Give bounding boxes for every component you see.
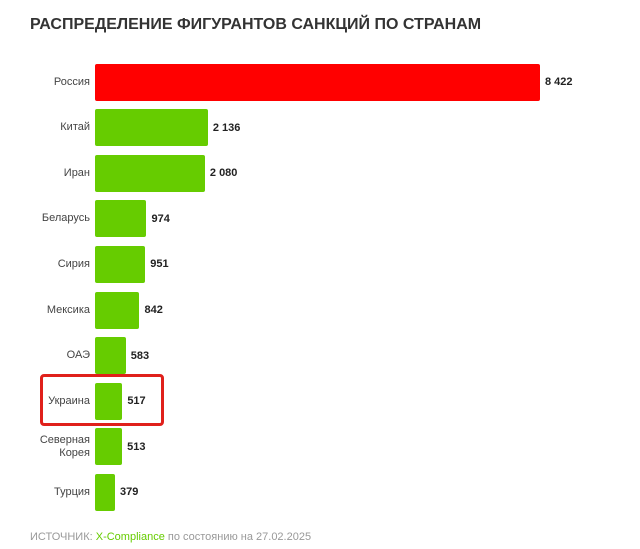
- chart-title: РАСПРЕДЕЛЕНИЕ ФИГУРАНТОВ САНКЦИЙ ПО СТРА…: [30, 16, 482, 33]
- bar: [95, 428, 123, 466]
- value-label: 2 080: [209, 167, 238, 180]
- category-label: Беларусь: [41, 212, 90, 225]
- category-label: Северная Корея: [39, 433, 90, 459]
- bar: [95, 291, 140, 329]
- value-label: 513: [127, 440, 146, 453]
- value-label: 8 422: [545, 76, 573, 88]
- category-label: Россия: [53, 75, 90, 88]
- value-label: 583: [130, 349, 150, 362]
- category-label: Турция: [54, 485, 90, 498]
- bar: [95, 63, 540, 101]
- source-label: ИСТОЧНИК:: [30, 531, 93, 543]
- bar: [95, 473, 116, 511]
- source-name: X-Compliance: [95, 531, 165, 543]
- value-label: 974: [151, 212, 170, 225]
- highlight-box: [40, 374, 164, 427]
- value-label: 842: [144, 304, 163, 316]
- value-label: 379: [120, 486, 139, 499]
- bar: [95, 200, 147, 238]
- bar: [95, 154, 205, 192]
- bar: [95, 109, 208, 147]
- category-label: Украина: [48, 394, 90, 407]
- bar: [95, 245, 146, 283]
- category-label: Мексика: [46, 303, 90, 316]
- source: ИСТОЧНИК: X-Compliance по состоянию на 2…: [30, 531, 311, 543]
- value-label: 517: [127, 395, 146, 408]
- category-label: Китай: [60, 121, 90, 134]
- value-label: 2 136: [212, 121, 241, 134]
- source-date: по состоянию на 27.02.2025: [167, 531, 312, 543]
- bar: [95, 382, 123, 420]
- category-label: ОАЭ: [66, 349, 90, 362]
- category-label: Сирия: [57, 257, 90, 270]
- value-label: 951: [150, 258, 169, 271]
- category-label: Иран: [63, 166, 90, 179]
- bar: [95, 337, 126, 375]
